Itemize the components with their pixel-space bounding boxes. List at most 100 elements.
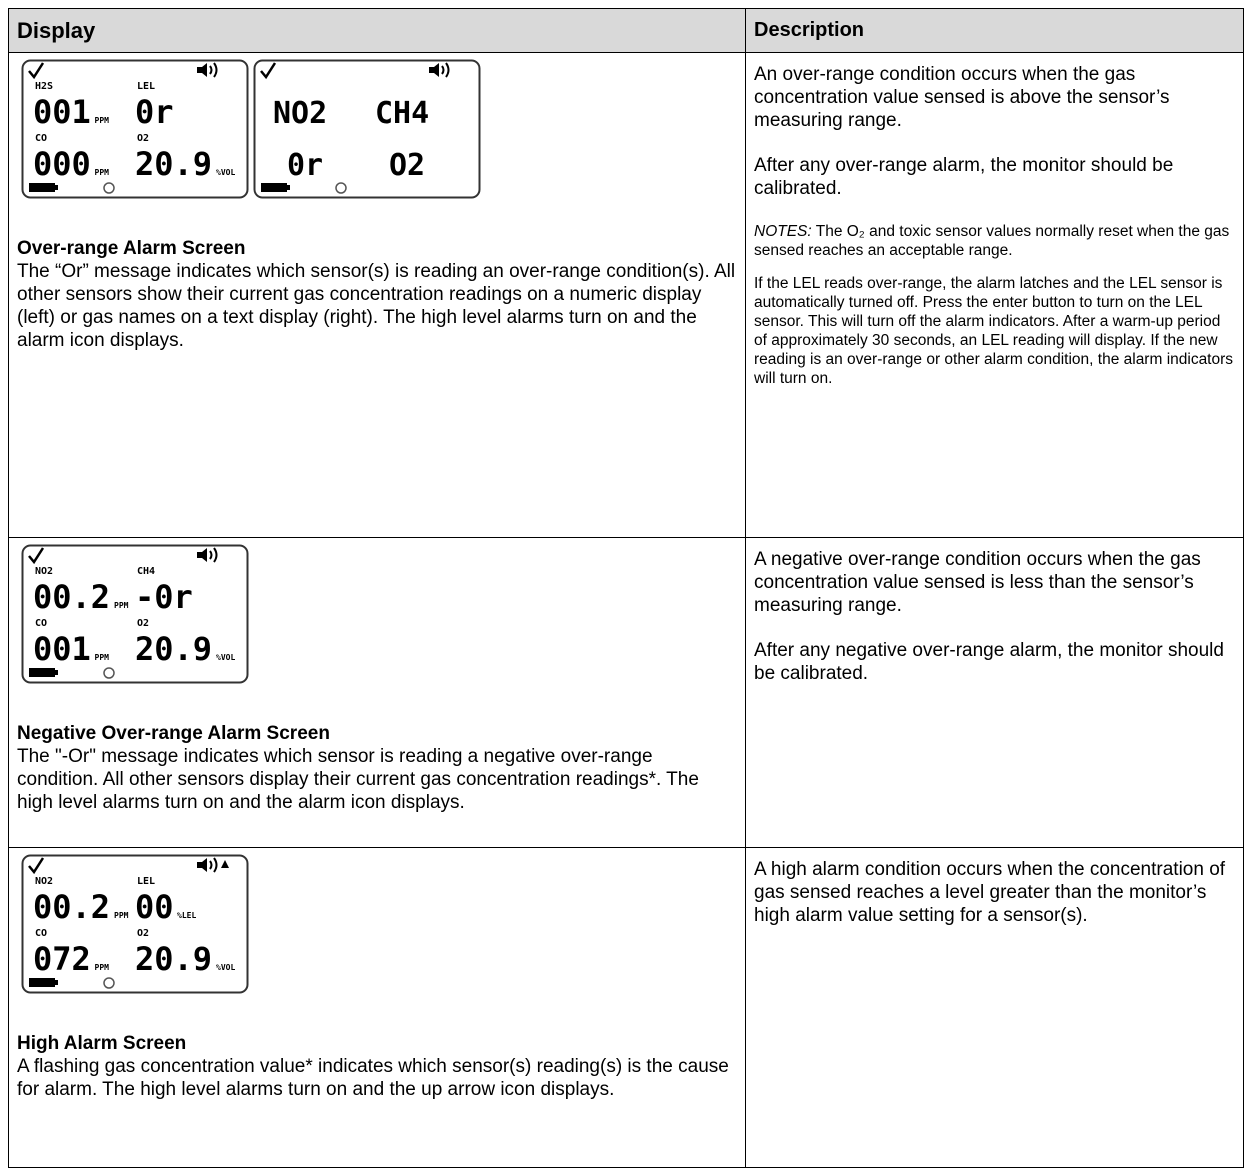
screen-value: 20.9 <box>135 630 212 668</box>
screen-label: O2 <box>137 928 149 939</box>
screen-frame <box>21 544 249 684</box>
speaker-icon <box>197 63 207 77</box>
screen-value: 00.2 <box>33 888 110 926</box>
fan-icon <box>335 182 347 194</box>
header-cell: Description <box>745 8 1244 53</box>
screen-label: H2S <box>35 81 53 92</box>
description-cell: A negative over-range condition occurs w… <box>745 537 1244 848</box>
screen-value: 20.9 <box>135 145 212 183</box>
screen-text: A flashing gas concentration value* indi… <box>17 1056 729 1100</box>
sound-waves <box>209 547 218 563</box>
display-cell: NO2 00.2 PPM LEL 00 %LEL CO 072 PPM O2 20.9 %VOL Hig… <box>8 847 746 1168</box>
battery-icon <box>261 183 287 192</box>
screen-title: Over-range Alarm Screen <box>17 238 246 259</box>
screens: H2S 001 PPM LEL 0r CO 000 PPM O2 20.9 %VOL NO2 CH4 0r… <box>21 53 737 199</box>
screen-value: 001 <box>33 630 91 668</box>
screen-unit: PPM <box>114 601 129 610</box>
check-icon <box>28 857 45 875</box>
screen-label: CO <box>35 928 47 939</box>
screen-unit: PPM <box>95 653 110 662</box>
screen-title: High Alarm Screen <box>17 1033 187 1054</box>
note: If the LEL reads over-range, the alarm l… <box>754 274 1235 388</box>
sound-waves <box>209 857 218 873</box>
screen-frame <box>21 59 249 199</box>
screen-label: CO <box>35 133 47 144</box>
screen-value: 072 <box>33 940 91 978</box>
check-icon <box>28 547 45 565</box>
screen-title: Negative Over-range Alarm Screen <box>17 723 330 744</box>
screen-value: 0r <box>135 93 174 131</box>
screen-value: 000 <box>33 145 91 183</box>
battery-tip <box>55 185 58 190</box>
screens: NO2 00.2 PPM CH4 -0r CO 001 PPM O2 20.9 %VOL <box>21 538 737 684</box>
speaker-icon <box>429 63 439 77</box>
screen-frame <box>21 854 249 994</box>
sound-waves <box>441 62 450 78</box>
description: After any negative over-range alarm, the… <box>754 640 1224 684</box>
battery-tip <box>55 670 58 675</box>
screen-frame <box>253 59 481 199</box>
screen-unit: %VOL <box>216 963 235 972</box>
screen-label: LEL <box>137 81 155 92</box>
description-cell: An over-range condition occurs when the … <box>745 52 1244 538</box>
screen-label: O2 <box>137 618 149 629</box>
screen-label: O2 <box>137 133 149 144</box>
screen-label: NO2 <box>35 876 53 887</box>
table-row: NO2 00.2 PPM LEL 00 %LEL CO 072 PPM O2 20.9 %VOL Hig… <box>8 847 1244 1168</box>
fan-icon <box>103 667 115 679</box>
battery-tip <box>287 185 290 190</box>
screens: NO2 00.2 PPM LEL 00 %LEL CO 072 PPM O2 20.9 %VOL <box>21 848 737 994</box>
header-cell: Display <box>8 8 746 53</box>
note-text: The O₂ and toxic sensor values normally … <box>754 223 1230 259</box>
screen-unit: %VOL <box>216 653 235 662</box>
table: Display Description H2S 001 PPM LEL 0r CO 000 P… <box>8 8 1244 1168</box>
sound-waves <box>209 62 218 78</box>
description: After any over-range alarm, the monitor … <box>754 155 1174 199</box>
screen-unit: %VOL <box>216 168 235 177</box>
screen-value: O2 <box>389 148 425 183</box>
display-cell: NO2 00.2 PPM CH4 -0r CO 001 PPM O2 20.9 %VOL Negati… <box>8 537 746 848</box>
note: NOTES: The O₂ and toxic sensor values no… <box>754 222 1235 260</box>
battery-icon <box>29 183 55 192</box>
screen-label: NO2 <box>35 566 53 577</box>
notes-label: NOTES: <box>754 223 812 240</box>
description: A high alarm condition occurs when the c… <box>754 859 1226 926</box>
screen-unit: %LEL <box>177 911 196 920</box>
screen-label: LEL <box>137 876 155 887</box>
table-row: NO2 00.2 PPM CH4 -0r CO 001 PPM O2 20.9 %VOL Negati… <box>8 537 1244 848</box>
lcd-screen: NO2 CH4 0r O2 <box>253 59 481 199</box>
screen-value: 001 <box>33 93 91 131</box>
description: A negative over-range condition occurs w… <box>754 549 1201 616</box>
fan-icon <box>103 182 115 194</box>
screen-value: 00 <box>135 888 174 926</box>
description-cell: A high alarm condition occurs when the c… <box>745 847 1244 1168</box>
screen-unit: PPM <box>95 963 110 972</box>
screen-value: CH4 <box>375 96 429 131</box>
table-row: H2S 001 PPM LEL 0r CO 000 PPM O2 20.9 %VOL NO2 CH4 0r… <box>8 52 1244 538</box>
speaker-icon <box>197 858 207 872</box>
screen-unit: PPM <box>114 911 129 920</box>
screen-text: The "-Or" message indicates which sensor… <box>17 746 699 813</box>
screen-label: CH4 <box>137 566 155 577</box>
header-row: Display Description <box>8 8 1244 53</box>
up-arrow-icon <box>221 860 229 868</box>
screen-text: The “Or” message indicates which sensor(… <box>17 261 736 351</box>
screen-unit: PPM <box>95 116 110 125</box>
fan-icon <box>103 977 115 989</box>
screen-value: 00.2 <box>33 578 110 616</box>
screen-value: 0r <box>287 148 323 183</box>
description: An over-range condition occurs when the … <box>754 64 1170 131</box>
speaker-icon <box>197 548 207 562</box>
screen-value: NO2 <box>273 96 327 131</box>
battery-icon <box>29 668 55 677</box>
display-cell: H2S 001 PPM LEL 0r CO 000 PPM O2 20.9 %VOL NO2 CH4 0r… <box>8 52 746 538</box>
screen-value: -0r <box>135 578 193 616</box>
check-icon <box>260 62 277 80</box>
screen-value: 20.9 <box>135 940 212 978</box>
note-text: If the LEL reads over-range, the alarm l… <box>754 275 1234 387</box>
battery-tip <box>55 980 58 985</box>
